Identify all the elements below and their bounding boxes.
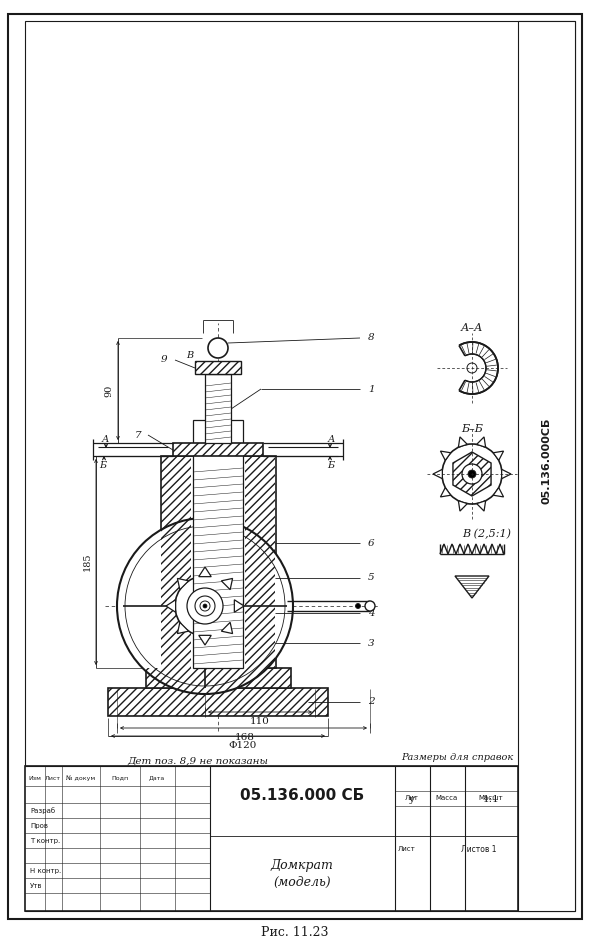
Polygon shape (234, 600, 244, 612)
Text: А: А (101, 435, 109, 443)
Text: Лит: Лит (405, 795, 419, 801)
Bar (146, 668, 291, 688)
Text: 2: 2 (368, 697, 375, 707)
Polygon shape (477, 437, 486, 447)
Text: Рис. 11.23: Рис. 11.23 (261, 926, 329, 940)
Polygon shape (178, 578, 189, 590)
Text: Дата: Дата (149, 775, 165, 781)
Text: 110: 110 (250, 716, 270, 726)
Text: Подп: Подп (112, 775, 129, 781)
Text: Лист: Лист (398, 846, 416, 852)
Polygon shape (178, 622, 189, 633)
Text: 05.136.000 СБ: 05.136.000 СБ (240, 788, 364, 804)
Polygon shape (458, 501, 467, 511)
Wedge shape (444, 343, 466, 392)
Text: 6: 6 (368, 538, 375, 548)
Bar (108, 688, 328, 716)
Polygon shape (221, 578, 232, 590)
Text: 5: 5 (368, 573, 375, 583)
Text: Б: Б (327, 460, 335, 470)
Text: Пров: Пров (30, 823, 48, 829)
Bar (195, 361, 241, 374)
Text: В (2,5:1): В (2,5:1) (462, 529, 511, 539)
Text: Домкрат: Домкрат (271, 860, 333, 872)
Polygon shape (458, 437, 467, 447)
Circle shape (458, 354, 486, 382)
Circle shape (175, 576, 235, 636)
Polygon shape (433, 469, 442, 478)
Text: Изм: Изм (28, 775, 41, 781)
Text: 168: 168 (235, 732, 255, 742)
Text: Лист: Лист (45, 775, 61, 781)
Text: А: А (327, 435, 335, 443)
Bar (195, 361, 241, 374)
Text: Масса: Масса (436, 795, 458, 801)
Text: Масшт: Масшт (478, 795, 503, 801)
Circle shape (187, 588, 223, 624)
Circle shape (442, 444, 502, 504)
Circle shape (117, 518, 293, 694)
Text: Т контр.: Т контр. (30, 838, 60, 844)
Bar (173, 443, 263, 456)
Text: (модель): (модель) (273, 876, 331, 888)
Circle shape (365, 601, 375, 611)
Circle shape (200, 601, 210, 611)
Bar (173, 443, 263, 456)
Polygon shape (221, 622, 232, 633)
Circle shape (462, 464, 482, 484)
Bar (193, 420, 243, 668)
Bar (108, 688, 328, 716)
Text: Б: Б (100, 460, 107, 470)
Text: 1: 1 (368, 384, 375, 394)
Text: 9: 9 (160, 356, 167, 364)
Text: Утв: Утв (30, 883, 42, 889)
Polygon shape (441, 451, 451, 460)
Bar (245, 456, 275, 668)
Polygon shape (441, 488, 451, 497)
Circle shape (203, 604, 207, 608)
Polygon shape (502, 469, 511, 478)
Circle shape (356, 604, 360, 609)
Bar (161, 456, 276, 668)
Circle shape (446, 342, 498, 394)
Text: Разраб: Разраб (30, 807, 55, 814)
Text: Б–Б: Б–Б (461, 424, 483, 434)
Polygon shape (166, 600, 176, 612)
Text: 1:1: 1:1 (483, 794, 499, 804)
Polygon shape (493, 488, 503, 497)
Bar (25, 766, 518, 911)
Text: у: у (409, 794, 415, 804)
Text: № докум: № докум (67, 775, 96, 781)
Text: Н контр.: Н контр. (30, 868, 61, 874)
Circle shape (208, 338, 228, 358)
Polygon shape (199, 567, 211, 576)
Polygon shape (477, 501, 486, 511)
Polygon shape (455, 576, 489, 598)
Polygon shape (493, 451, 503, 460)
Text: А–А: А–А (461, 323, 483, 333)
Text: В: В (186, 352, 193, 360)
Text: Размеры для справок: Размеры для справок (401, 753, 513, 763)
Polygon shape (453, 452, 491, 496)
Circle shape (195, 596, 215, 616)
Text: 4: 4 (368, 609, 375, 617)
Text: Φ120: Φ120 (229, 741, 257, 749)
Bar (146, 668, 291, 688)
Text: 05.136.000СБ: 05.136.000СБ (542, 417, 552, 504)
Bar (518, 21, 575, 911)
Text: 3: 3 (368, 638, 375, 648)
Bar (161, 456, 191, 668)
Circle shape (467, 363, 477, 373)
Text: 7: 7 (135, 431, 141, 439)
Circle shape (468, 470, 476, 478)
Text: Листов 1: Листов 1 (461, 844, 497, 853)
Text: 185: 185 (83, 553, 91, 572)
Polygon shape (199, 635, 211, 645)
Text: Дет поз. 8,9 не показаны: Дет поз. 8,9 не показаны (127, 756, 268, 766)
Text: 8: 8 (368, 334, 375, 342)
Text: 90: 90 (104, 385, 113, 398)
Bar (205, 374, 231, 443)
